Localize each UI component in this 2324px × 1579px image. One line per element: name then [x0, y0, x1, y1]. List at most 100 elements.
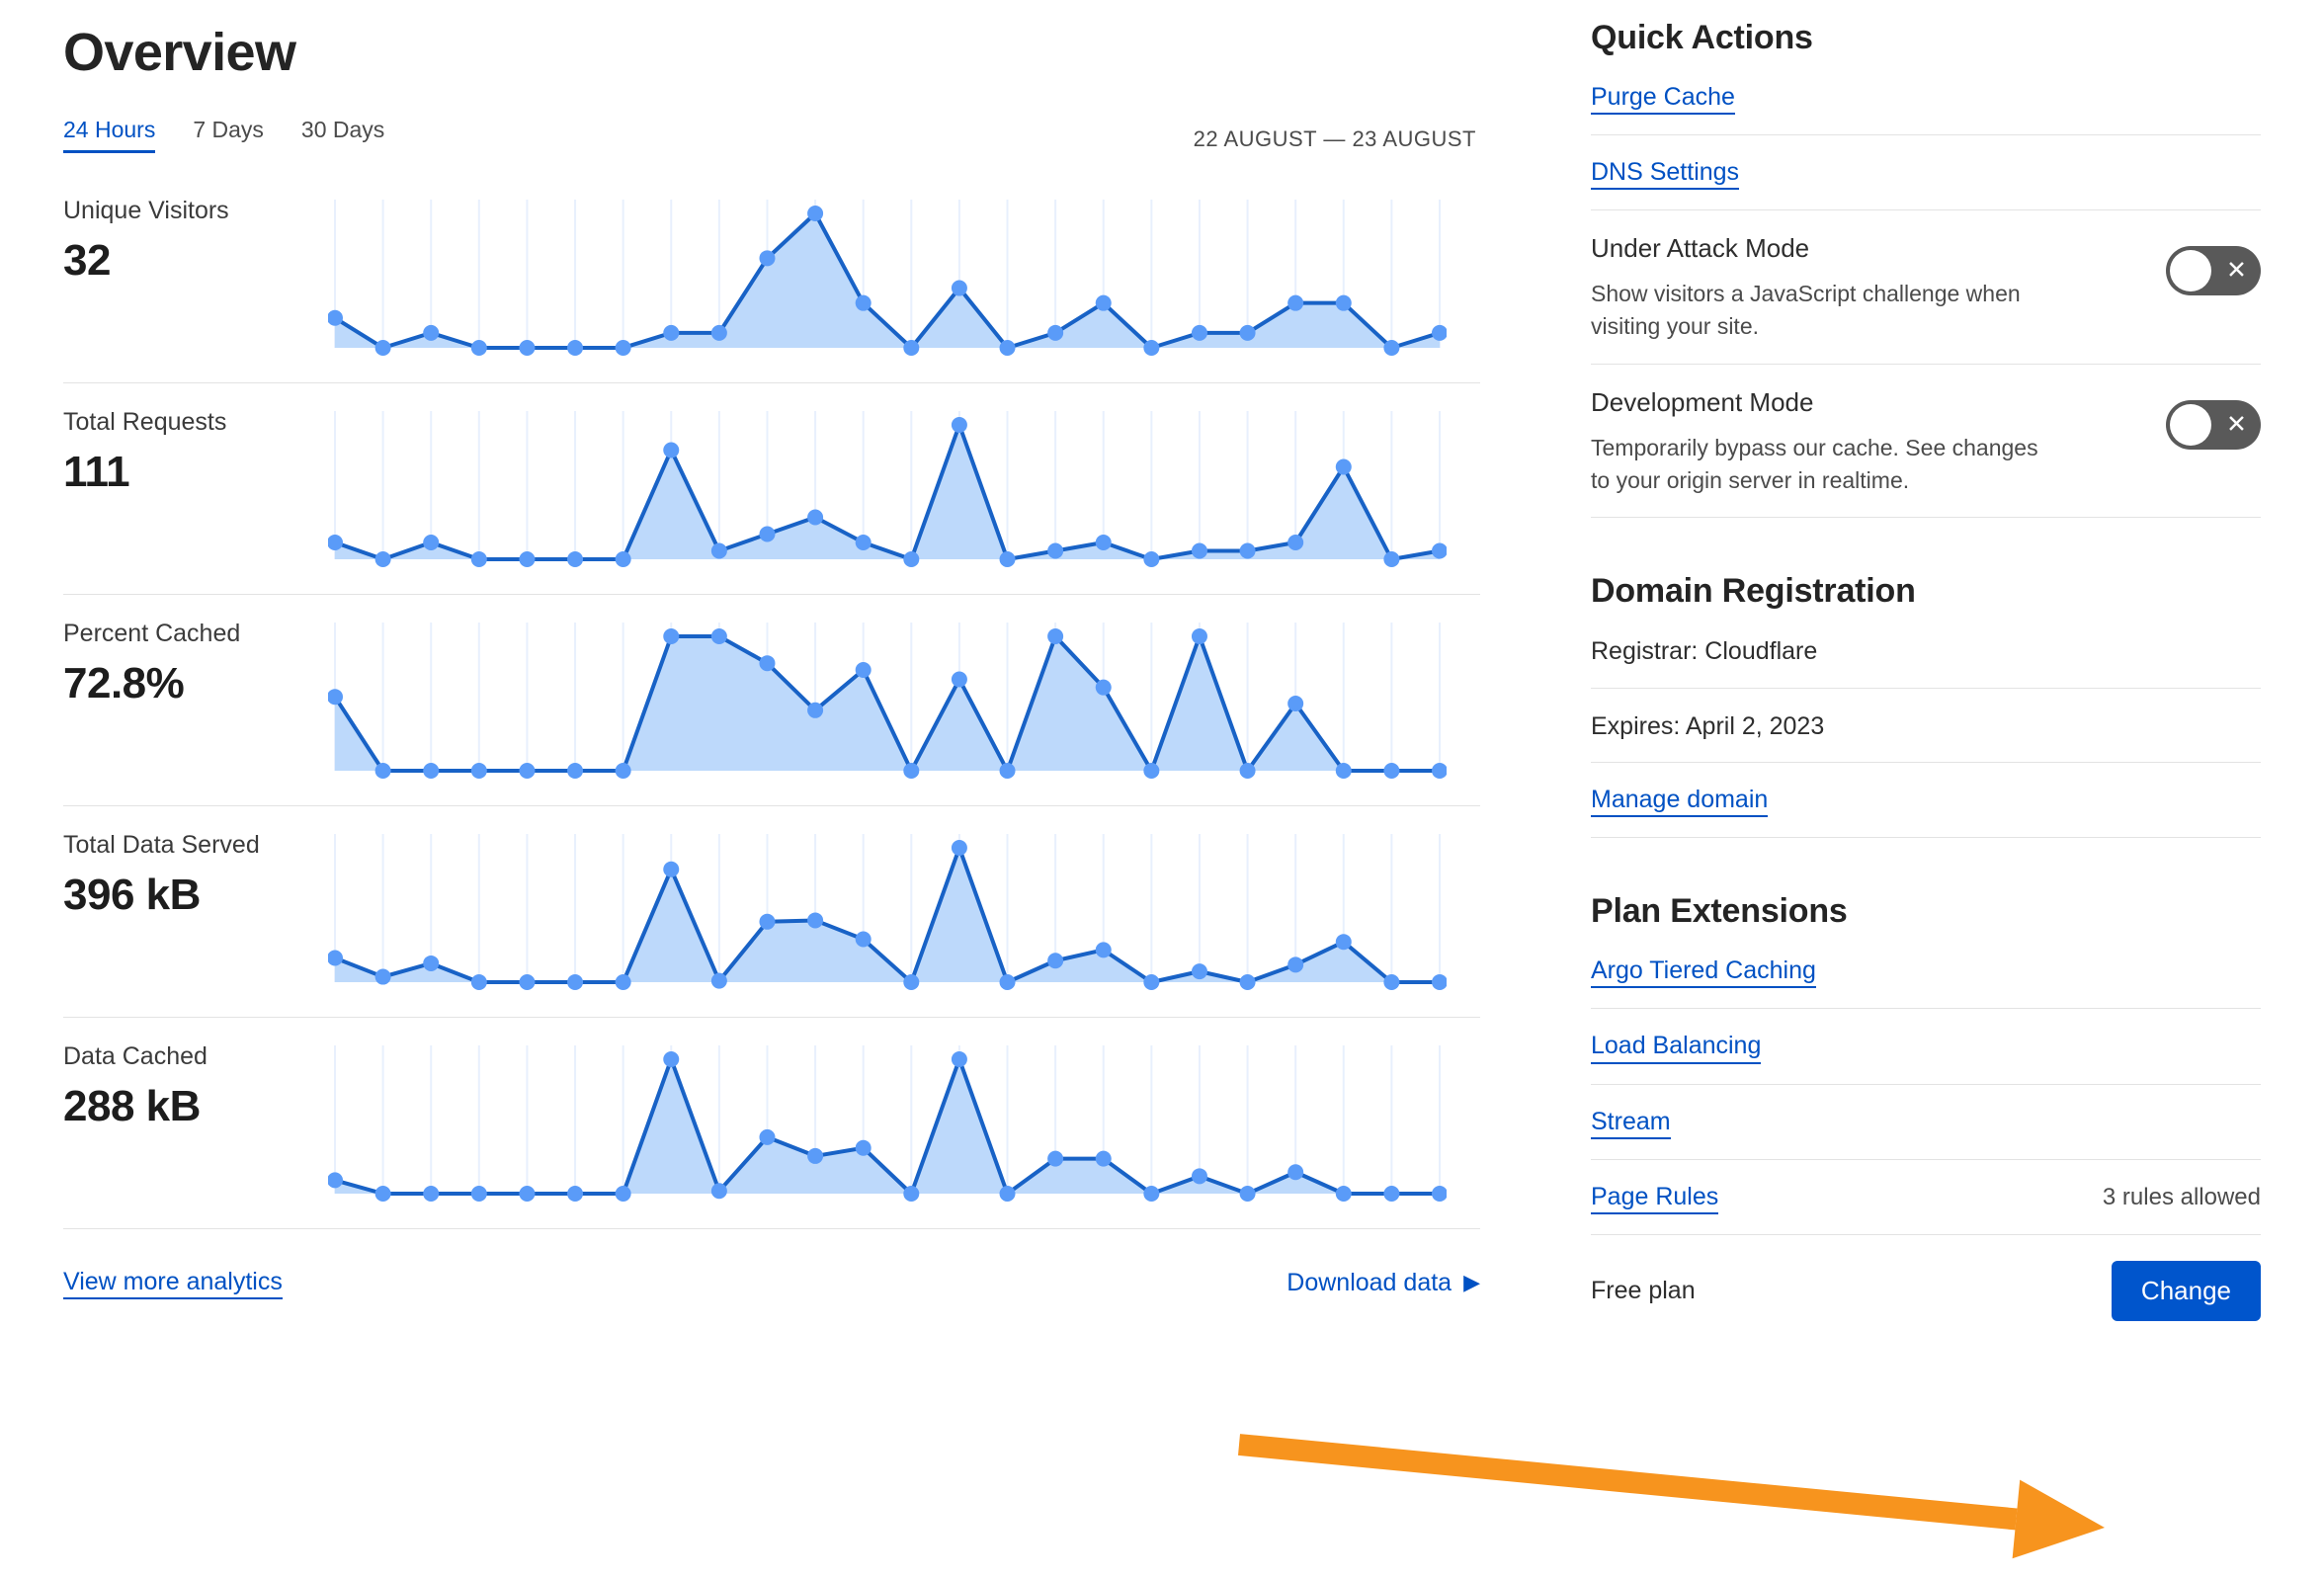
- argo-tiered-caching-link[interactable]: Argo Tiered Caching: [1591, 956, 1816, 989]
- arrow-shaft: [1238, 1434, 2018, 1531]
- plan-extension-load-balancing: Load Balancing: [1591, 1009, 2261, 1085]
- chart-data-point: [1047, 1150, 1064, 1167]
- chart-data-point: [951, 280, 967, 296]
- chart-data-point: [1335, 762, 1352, 779]
- tab-7-days[interactable]: 7 Days: [193, 116, 264, 142]
- chart-data-point: [1383, 550, 1400, 567]
- sparkline-svg: [328, 1044, 1447, 1202]
- chart-data-point: [1143, 550, 1160, 567]
- chart-data-point: [1047, 952, 1064, 968]
- stream-link[interactable]: Stream: [1591, 1107, 1671, 1139]
- development-mode-title: Development Mode: [1591, 386, 1814, 417]
- chart-data-point: [519, 550, 536, 567]
- chart-data-point: [855, 661, 872, 678]
- plan-summary-row: Free plan Change: [1591, 1235, 2261, 1322]
- chart-data-point: [1047, 627, 1064, 644]
- chart-data-point: [951, 1050, 967, 1067]
- quick-action-dns-settings: DNS Settings: [1591, 135, 2261, 211]
- plan-extensions-title: Plan Extensions: [1591, 892, 1848, 931]
- chart-data-point: [470, 973, 487, 990]
- chart-data-point: [615, 762, 631, 779]
- chart-data-point: [567, 762, 584, 779]
- metric-info: Data Cached 288 kB: [63, 1036, 328, 1131]
- plan-extension-argo-tiered-caching: Argo Tiered Caching: [1591, 932, 2261, 1010]
- chart-data-point: [519, 973, 536, 990]
- current-plan-label: Free plan: [1591, 1277, 1696, 1305]
- under-attack-title: Under Attack Mode: [1591, 233, 1810, 264]
- metric-row-unique-visitors: Unique Visitors 32: [63, 172, 1480, 383]
- metric-label: Total Data Served: [63, 830, 260, 859]
- development-mode-text: Development Mode Temporarily bypass our …: [1591, 386, 2142, 497]
- chart-data-point: [1095, 294, 1112, 311]
- metric-row-percent-cached: Percent Cached 72.8%: [63, 595, 1480, 806]
- manage-domain-row: Manage domain: [1591, 763, 2261, 839]
- chart-data-point: [328, 309, 343, 326]
- manage-domain-link[interactable]: Manage domain: [1591, 785, 1769, 818]
- under-attack-text: Under Attack Mode Show visitors a JavaSc…: [1591, 232, 2142, 343]
- chart-data-point: [374, 550, 391, 567]
- chart-data-point: [663, 1050, 680, 1067]
- chart-data-point: [470, 339, 487, 356]
- chart-data-point: [1239, 1185, 1256, 1202]
- chart-data-point: [1239, 542, 1256, 559]
- chart-data-point: [759, 250, 776, 267]
- chart-data-point: [759, 526, 776, 542]
- sidebar-panel: Quick Actions Purge Cache DNS Settings U…: [1543, 0, 2324, 1322]
- plan-extension-stream: Stream: [1591, 1085, 2261, 1160]
- chart-area-fill: [335, 424, 1440, 559]
- chart-data-point: [903, 973, 920, 990]
- under-attack-mode-toggle[interactable]: ✕: [2166, 246, 2261, 296]
- chart-line: [333, 1056, 1442, 1196]
- tab-24-hours[interactable]: 24 Hours: [63, 117, 156, 153]
- analytics-panel: Overview 24 Hours 7 Days 30 Days 22 AUGU…: [63, 23, 1480, 1299]
- dns-settings-link[interactable]: DNS Settings: [1591, 157, 1740, 191]
- chart-data-point: [1335, 458, 1352, 475]
- metrics-list: Unique Visitors 32 Total Requests 111 Pe…: [63, 172, 1480, 1229]
- chart-data-point: [1432, 542, 1447, 559]
- section-spacer: [1591, 518, 2261, 571]
- chart-data-point: [615, 550, 631, 567]
- chart-data-point: [423, 1185, 440, 1202]
- chart-data-point: [903, 762, 920, 779]
- chart-data-point: [759, 913, 776, 930]
- page-rules-link[interactable]: Page Rules: [1591, 1182, 1719, 1215]
- metric-info: Percent Cached 72.8%: [63, 613, 328, 708]
- chart-data-point: [855, 294, 872, 311]
- chart-data-point: [470, 762, 487, 779]
- tab-30-days[interactable]: 30 Days: [300, 116, 385, 142]
- chart-data-point: [567, 973, 584, 990]
- metric-info: Unique Visitors 32: [63, 190, 328, 286]
- metric-value: 288 kB: [63, 1081, 201, 1130]
- load-balancing-link[interactable]: Load Balancing: [1591, 1031, 1762, 1064]
- chart-data-point: [807, 702, 824, 718]
- chart-data-point: [615, 973, 631, 990]
- chart-data-point: [374, 339, 391, 356]
- view-more-analytics-link[interactable]: View more analytics: [63, 1267, 283, 1299]
- chart-data-point: [807, 1147, 824, 1164]
- chart-data-point: [1383, 973, 1400, 990]
- development-mode-toggle[interactable]: ✕: [2166, 399, 2261, 450]
- sparkline-total-requests: [328, 401, 1480, 573]
- purge-cache-link[interactable]: Purge Cache: [1591, 82, 1735, 116]
- metric-info: Total Data Served 396 kB: [63, 824, 328, 920]
- chart-data-point: [999, 1185, 1016, 1202]
- chart-data-point: [615, 1185, 631, 1202]
- chart-data-point: [951, 416, 967, 433]
- download-data-button[interactable]: Download data ▶: [1286, 1269, 1480, 1297]
- chart-data-point: [903, 550, 920, 567]
- chart-data-point: [759, 1128, 776, 1145]
- chart-data-point: [1047, 542, 1064, 559]
- development-mode-description: Temporarily bypass our cache. See change…: [1591, 434, 2038, 493]
- chart-data-point: [1335, 933, 1352, 950]
- download-data-label: Download data: [1286, 1268, 1452, 1296]
- chart-data-point: [855, 1139, 872, 1156]
- change-plan-button[interactable]: Change: [2111, 1261, 2261, 1322]
- chart-data-point: [1287, 1163, 1304, 1180]
- chart-data-point: [710, 627, 727, 644]
- chart-data-point: [710, 324, 727, 341]
- close-icon: ✕: [2226, 410, 2247, 439]
- chart-data-point: [663, 324, 680, 341]
- chart-data-point: [1239, 973, 1256, 990]
- chart-data-point: [1432, 762, 1447, 779]
